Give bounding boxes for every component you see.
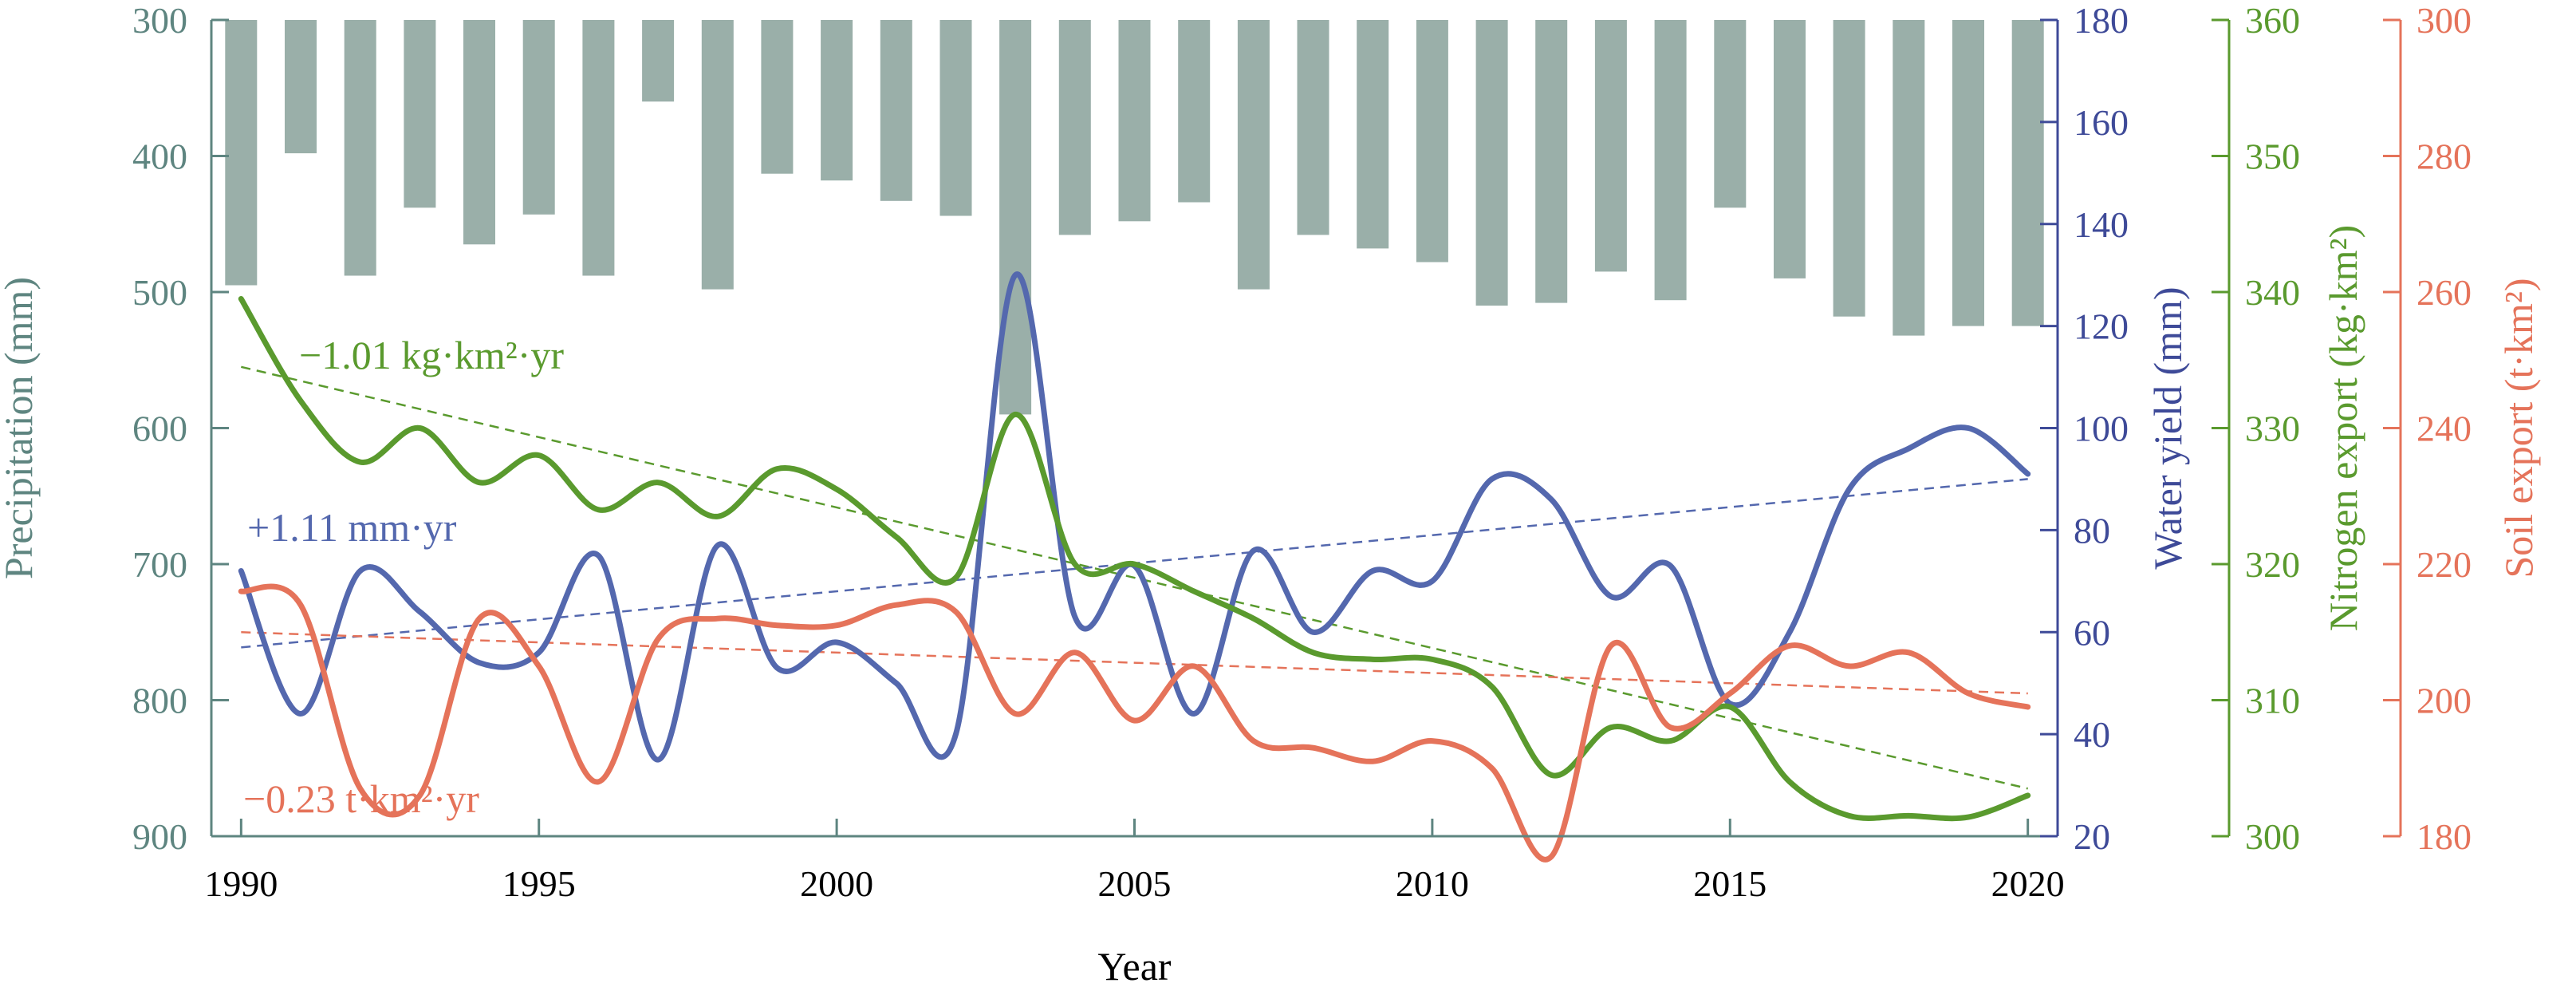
precipitation-tick-label: 400 bbox=[132, 136, 187, 177]
precipitation-bar-2001 bbox=[880, 20, 912, 201]
nitrogen_export-tick-label: 330 bbox=[2245, 409, 2300, 449]
precipitation-tick-label: 300 bbox=[132, 0, 187, 41]
x-tick-label: 2015 bbox=[1693, 863, 1767, 904]
precipitation-bar-2010 bbox=[1416, 20, 1448, 263]
precipitation-bar-1993 bbox=[404, 20, 436, 208]
precipitation-bar-2020 bbox=[2011, 20, 2044, 326]
soil_export-tick-label: 200 bbox=[2416, 681, 2472, 721]
series-lines bbox=[238, 271, 2031, 863]
nitrogen_export-axis-title: Nitrogen export (kg·km²) bbox=[2321, 225, 2365, 631]
nitrogen_export-tick-label: 360 bbox=[2245, 0, 2300, 41]
precipitation-bar-2003 bbox=[999, 20, 1032, 415]
trend-label-nitrogen_export: −1.01 kg·km²·yr bbox=[299, 333, 564, 377]
precipitation-bar-2009 bbox=[1357, 20, 1389, 249]
water_yield-tick-label: 20 bbox=[2074, 816, 2110, 857]
trend-lines bbox=[241, 365, 2028, 790]
precipitation-bar-2014 bbox=[1654, 20, 1687, 301]
x-tick-label: 1995 bbox=[502, 863, 576, 904]
precipitation-bar-2018 bbox=[1893, 20, 1925, 336]
precipitation-bar-1998 bbox=[701, 20, 734, 290]
water_yield-tick-label: 180 bbox=[2074, 0, 2129, 41]
precipitation-bar-1997 bbox=[642, 20, 675, 102]
precipitation-tick-label: 700 bbox=[132, 544, 187, 585]
precipitation-bar-2008 bbox=[1297, 20, 1329, 235]
line-soil_export bbox=[238, 583, 2031, 863]
trend-line-nitrogen_export bbox=[241, 365, 2028, 790]
nitrogen_export-tick-label: 300 bbox=[2245, 816, 2300, 857]
x-axis-title: Year bbox=[1097, 944, 1171, 989]
precipitation-bar-2012 bbox=[1535, 20, 1568, 303]
water_yield-tick-label: 60 bbox=[2074, 612, 2110, 653]
precipitation-bar-2000 bbox=[821, 20, 853, 181]
precipitation-bar-2004 bbox=[1058, 20, 1091, 235]
water_yield-axis-title: Water yield (mm) bbox=[2145, 286, 2190, 569]
soil_export-tick-label: 300 bbox=[2416, 0, 2472, 41]
precipitation-bar-1990 bbox=[225, 20, 258, 286]
x-tick-label: 2020 bbox=[1991, 863, 2065, 904]
nitrogen_export-tick-label: 350 bbox=[2245, 136, 2300, 177]
precipitation-bar-1999 bbox=[761, 20, 794, 174]
water_yield-tick-label: 100 bbox=[2074, 409, 2129, 449]
precipitation-tick-label: 800 bbox=[132, 681, 187, 721]
precipitation-bar-2007 bbox=[1237, 20, 1270, 290]
precipitation-bar-1996 bbox=[582, 20, 615, 276]
precipitation-bar-2013 bbox=[1594, 20, 1627, 272]
precipitation-bar-2011 bbox=[1475, 20, 1508, 306]
soil_export-tick-label: 220 bbox=[2416, 544, 2472, 585]
water_yield-tick-label: 120 bbox=[2074, 306, 2129, 347]
precipitation-bar-2016 bbox=[1774, 20, 1806, 278]
x-tick-label: 2000 bbox=[800, 863, 873, 904]
precipitation-axis-title: Precipitation (mm) bbox=[0, 277, 41, 579]
precipitation-bars bbox=[225, 20, 2044, 415]
precipitation-tick-label: 500 bbox=[132, 272, 187, 313]
trend-label-water_yield: +1.11 mm·yr bbox=[247, 505, 457, 550]
water_yield-tick-label: 40 bbox=[2074, 714, 2110, 755]
trend-line-soil_export bbox=[241, 631, 2028, 695]
precipitation-bar-2017 bbox=[1833, 20, 1865, 317]
line-water_yield bbox=[238, 271, 2031, 763]
soil_export-tick-label: 180 bbox=[2416, 816, 2472, 857]
nitrogen_export-tick-label: 340 bbox=[2245, 272, 2300, 313]
annotations: −1.01 kg·km²·yr +1.11 mm·yr −0.23 t·km²·yr bbox=[243, 333, 564, 821]
x-tick-label: 1990 bbox=[204, 863, 278, 904]
soil_export-axis-title: Soil export (t·km²) bbox=[2496, 278, 2541, 578]
trend-label-soil_export: −0.23 t·km²·yr bbox=[243, 776, 479, 821]
water_yield-tick-label: 140 bbox=[2074, 204, 2129, 245]
soil_export-tick-label: 280 bbox=[2416, 136, 2472, 177]
precipitation-bar-2006 bbox=[1178, 20, 1211, 203]
nitrogen_export-tick-label: 320 bbox=[2245, 544, 2300, 585]
precipitation-tick-label: 600 bbox=[132, 409, 187, 449]
precipitation-bar-2015 bbox=[1714, 20, 1747, 208]
x-tick-label: 2010 bbox=[1396, 863, 1469, 904]
x-tick-label: 2005 bbox=[1098, 863, 1172, 904]
nitrogen_export-tick-label: 310 bbox=[2245, 681, 2300, 721]
precipitation-bar-1991 bbox=[285, 20, 317, 154]
precipitation-bar-1994 bbox=[463, 20, 495, 245]
precipitation-bar-2019 bbox=[1952, 20, 1984, 326]
precipitation-tick-label: 900 bbox=[132, 816, 187, 857]
precipitation-bar-1995 bbox=[522, 20, 555, 215]
precipitation-bar-2005 bbox=[1118, 20, 1151, 222]
precipitation-bar-1992 bbox=[344, 20, 376, 276]
water_yield-tick-label: 80 bbox=[2074, 510, 2110, 551]
soil_export-tick-label: 260 bbox=[2416, 272, 2472, 313]
precipitation-bar-2002 bbox=[939, 20, 972, 216]
soil_export-tick-label: 240 bbox=[2416, 409, 2472, 449]
water_yield-tick-label: 160 bbox=[2074, 102, 2129, 143]
